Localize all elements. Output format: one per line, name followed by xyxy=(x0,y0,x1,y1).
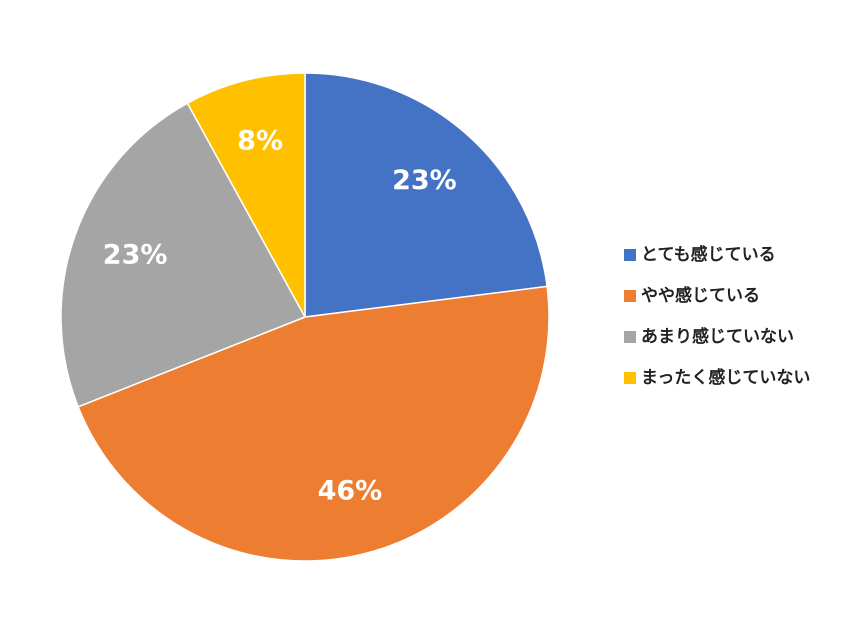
legend-label: あまり感じていない xyxy=(641,326,794,347)
data-label: 23% xyxy=(103,239,168,270)
legend-label: とても感じている xyxy=(641,244,776,265)
data-label: 46% xyxy=(318,475,383,506)
pie-slice xyxy=(186,72,306,318)
pie-slice xyxy=(77,285,550,562)
pie-slice xyxy=(304,72,548,318)
legend-swatch xyxy=(624,249,636,261)
legend-label: まったく感じていない xyxy=(641,367,810,388)
data-label: 23% xyxy=(392,165,457,196)
pie-slice xyxy=(60,102,307,408)
legend-swatch xyxy=(624,331,636,343)
legend-label: やや感じている xyxy=(641,285,760,306)
data-label: 8% xyxy=(237,126,283,157)
legend-swatch xyxy=(624,372,636,384)
legend-swatch xyxy=(624,290,636,302)
